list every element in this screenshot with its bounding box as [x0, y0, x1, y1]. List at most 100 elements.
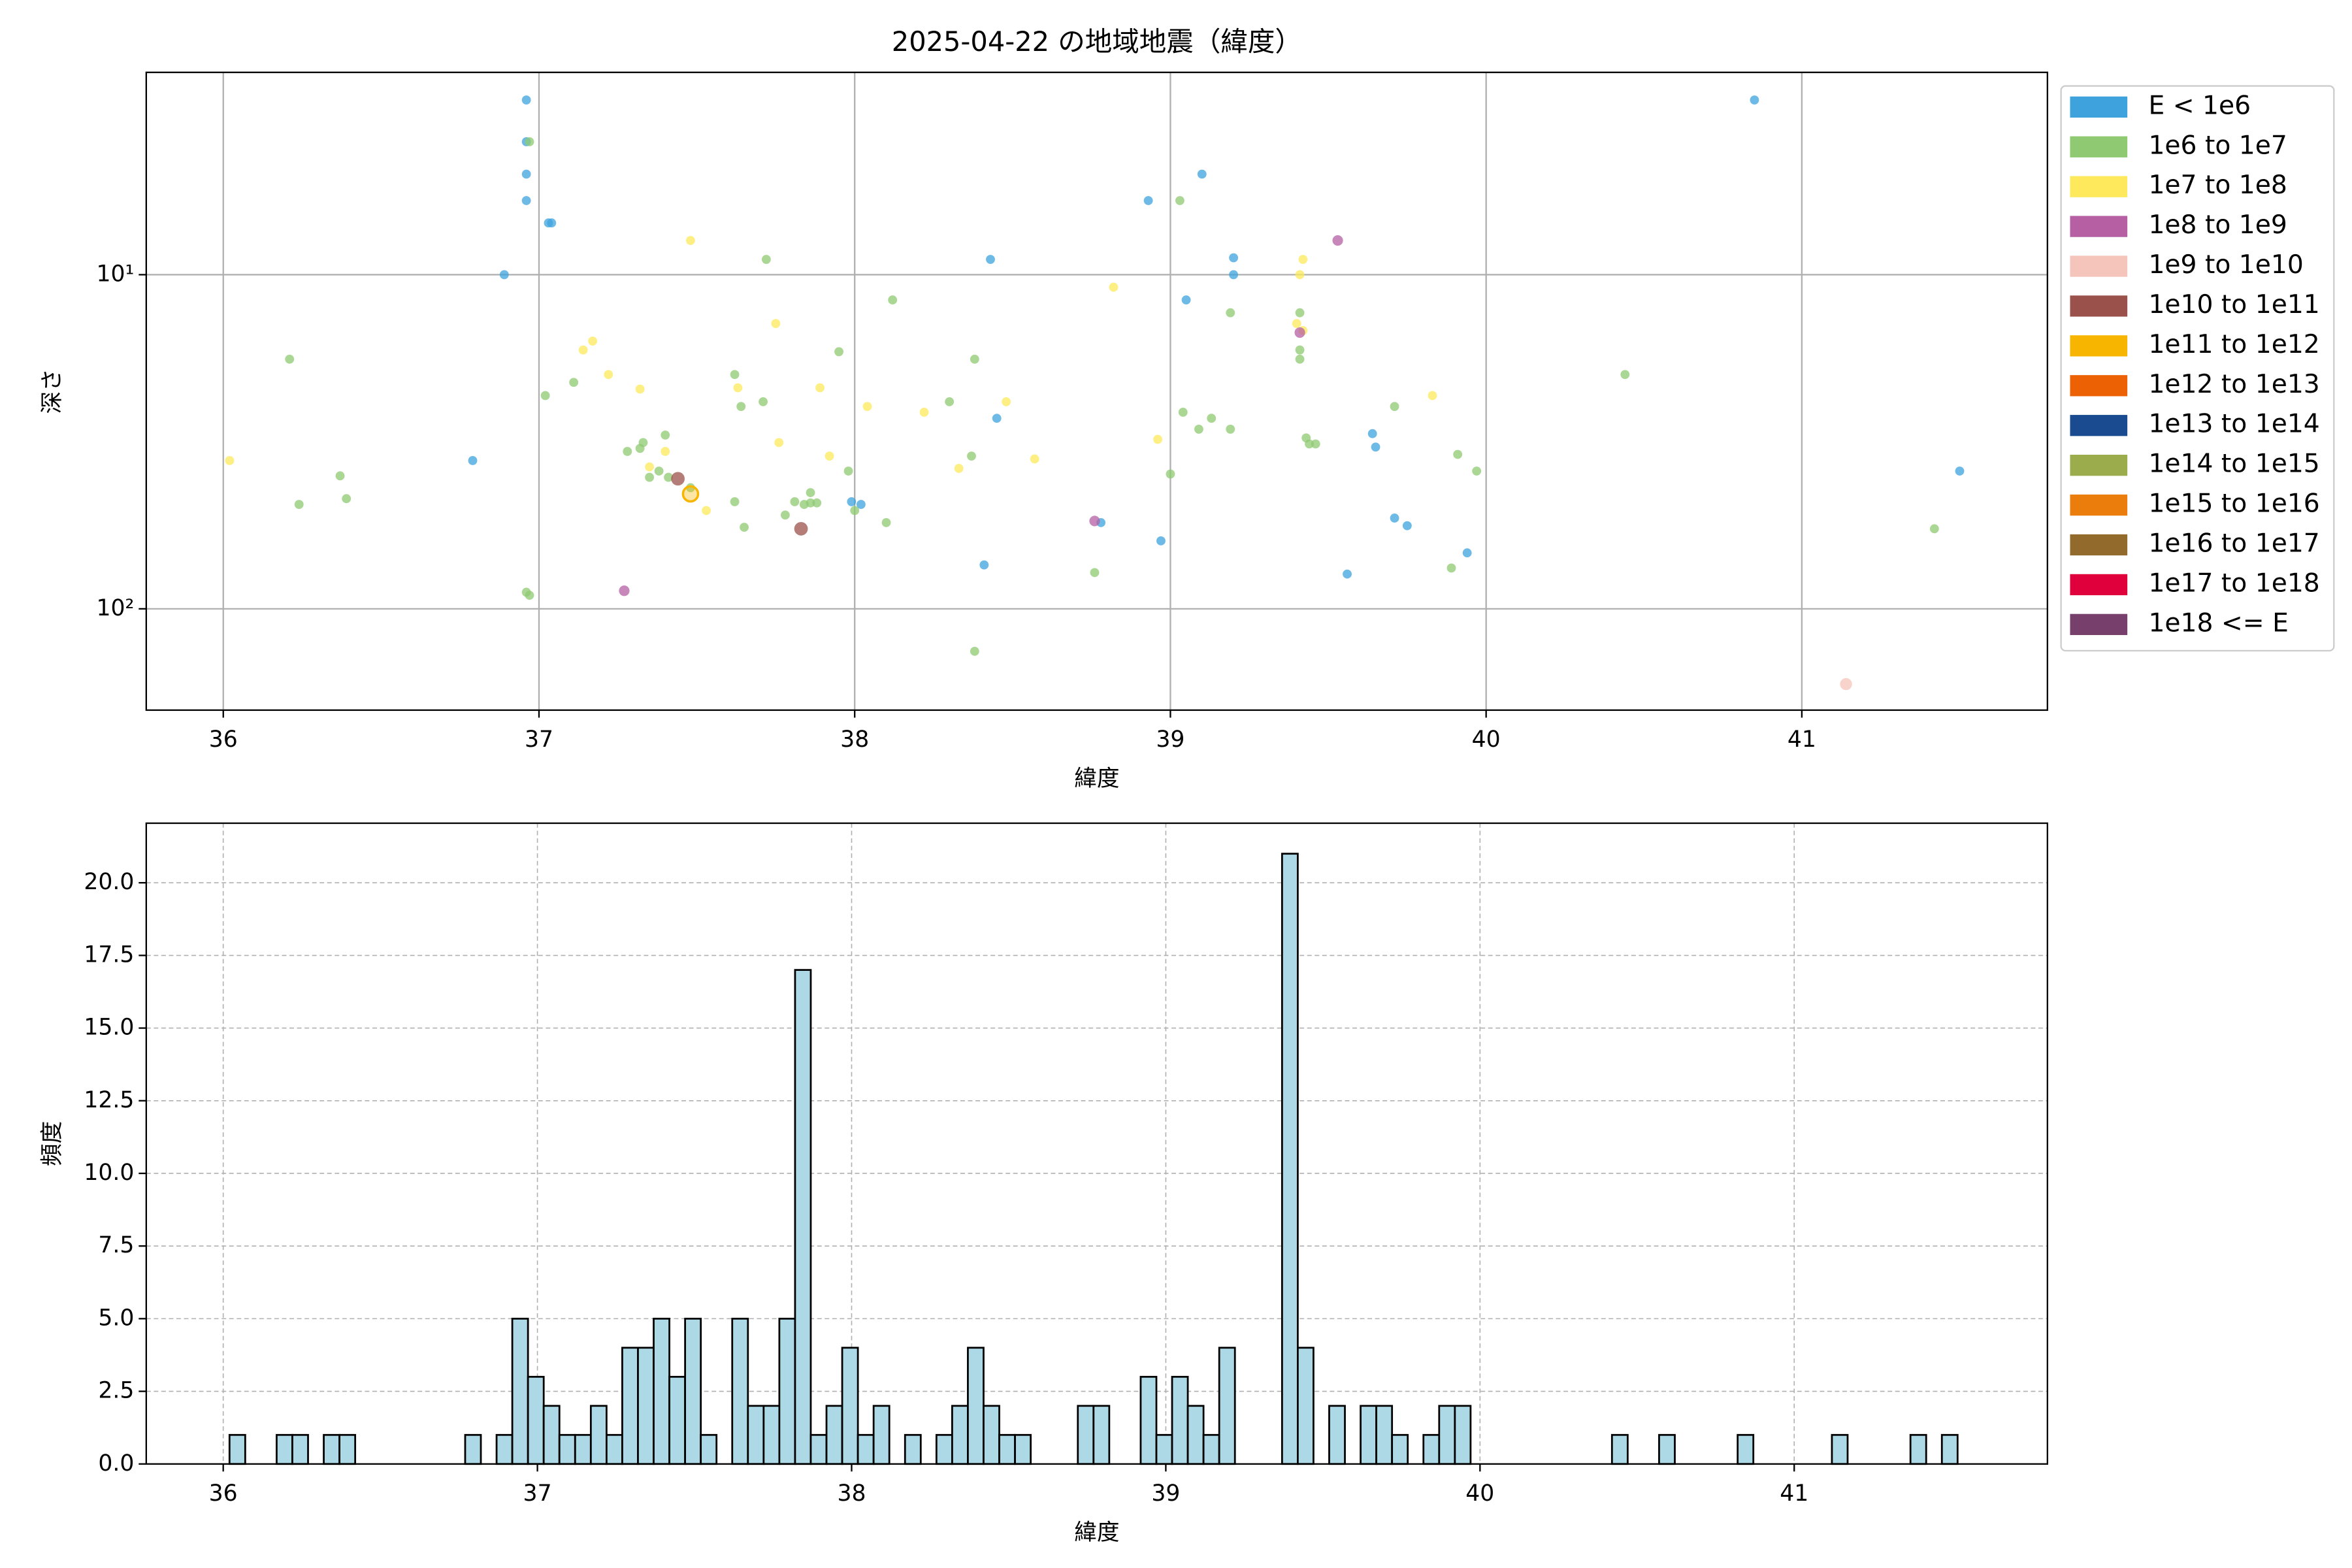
bar: [323, 1433, 340, 1465]
point: [1402, 521, 1412, 531]
point: [740, 523, 749, 532]
bar: [1202, 1433, 1220, 1465]
point: [888, 295, 898, 305]
legend-label: 1e16 to 1e17: [2148, 529, 2319, 559]
point: [979, 560, 989, 570]
point: [967, 451, 976, 461]
bar: [700, 1433, 718, 1465]
point: [1472, 466, 1482, 476]
point: [604, 370, 613, 380]
point: [992, 414, 1002, 423]
x-tick-label: 36: [209, 727, 238, 753]
point: [1390, 402, 1399, 412]
point: [954, 464, 964, 473]
legend-label: 1e8 to 1e9: [2148, 210, 2287, 240]
legend-label: 1e10 to 1e11: [2148, 290, 2319, 319]
point: [525, 137, 534, 146]
point: [1446, 563, 1456, 573]
point: [645, 472, 655, 482]
legend-label: 1e11 to 1e12: [2148, 330, 2319, 359]
point: [686, 483, 695, 493]
point: [547, 218, 557, 228]
bar: [605, 1433, 623, 1465]
bar: [762, 1405, 781, 1465]
point: [569, 378, 579, 387]
point: [850, 506, 860, 515]
point: [638, 438, 648, 448]
legend-label: 1e6 to 1e7: [2148, 131, 2287, 160]
bar: [1940, 1433, 1959, 1465]
chart-title: 2025-04-22 の地域地震（緯度）: [892, 25, 1302, 57]
bar: [1077, 1405, 1095, 1465]
point: [1143, 196, 1153, 205]
point: [1197, 169, 1207, 179]
bar: [809, 1433, 828, 1465]
point: [847, 497, 857, 506]
point: [1226, 308, 1235, 318]
bar: [637, 1347, 655, 1465]
point: [1178, 408, 1188, 417]
bar: [1375, 1405, 1394, 1465]
bar: [935, 1433, 953, 1465]
bar: [1014, 1433, 1032, 1465]
point: [521, 169, 531, 179]
legend-label: 1e9 to 1e10: [2148, 250, 2303, 280]
point: [619, 585, 630, 596]
bar: [1092, 1405, 1111, 1465]
point: [623, 447, 632, 456]
bar: [1737, 1433, 1755, 1465]
point: [1089, 515, 1100, 527]
bar: [983, 1405, 1000, 1465]
point: [843, 466, 853, 476]
legend-label: 1e18 <= E: [2148, 608, 2288, 638]
bar: [1297, 1347, 1315, 1465]
point: [1453, 449, 1463, 459]
point: [1229, 253, 1239, 263]
x-tick-label: 38: [840, 727, 869, 753]
bar: [1360, 1405, 1378, 1465]
bar: [747, 1405, 765, 1465]
point: [671, 472, 685, 486]
point: [1156, 536, 1166, 546]
point: [986, 255, 995, 264]
legend-label: 1e17 to 1e18: [2148, 568, 2319, 598]
x-tick-label: 41: [1788, 727, 1816, 753]
point: [1840, 678, 1852, 691]
point: [525, 591, 534, 600]
bar: [794, 969, 812, 1465]
point: [1002, 397, 1011, 406]
point: [736, 402, 746, 412]
point: [1166, 469, 1175, 479]
legend-swatch: [2070, 613, 2128, 635]
bar: [872, 1405, 890, 1465]
point: [1229, 270, 1239, 280]
point: [578, 345, 588, 355]
point: [1367, 429, 1377, 438]
bar: [1391, 1433, 1409, 1465]
bar: [1909, 1433, 1927, 1465]
point: [1295, 270, 1305, 280]
legend-swatch: [2070, 335, 2128, 357]
legend-swatch: [2070, 295, 2128, 317]
bar: [653, 1317, 670, 1465]
point: [815, 383, 825, 393]
point: [342, 494, 351, 504]
bar: [495, 1433, 514, 1465]
point: [702, 506, 711, 515]
legend-swatch: [2070, 255, 2128, 277]
bar: [841, 1347, 859, 1465]
bar: [998, 1433, 1016, 1465]
legend-label: 1e7 to 1e8: [2148, 171, 2287, 200]
point: [1295, 345, 1305, 355]
legend-label: 1e12 to 1e13: [2148, 370, 2319, 399]
point: [540, 391, 550, 400]
bar: [1831, 1433, 1849, 1465]
point: [1955, 466, 1965, 476]
point: [521, 196, 531, 205]
y-tick-label: 0.0: [98, 1450, 134, 1477]
point: [1294, 327, 1305, 338]
point: [761, 255, 771, 264]
x-tick-label: 39: [1156, 727, 1184, 753]
point: [1298, 255, 1308, 264]
